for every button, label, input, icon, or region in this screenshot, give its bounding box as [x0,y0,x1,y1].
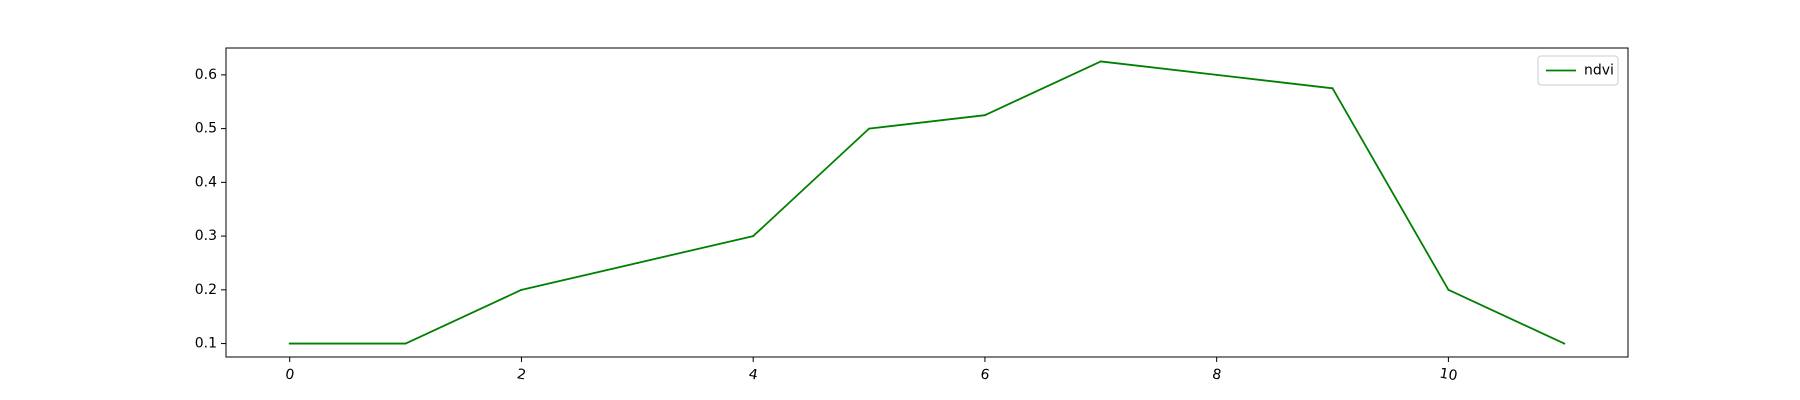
data-point [752,235,754,237]
data-point [1100,60,1102,62]
y-tick-label: 0.3 [195,228,217,244]
y-tick-label: 0.1 [195,336,217,352]
legend: ndvi [1538,56,1618,85]
data-point [520,289,522,291]
data-point [289,343,291,345]
legend-label: ndvi [1584,63,1614,79]
y-tick-label: 0.4 [195,174,217,190]
data-point [405,343,407,345]
data-point [636,262,638,264]
data-point [1332,87,1334,89]
data-point [1447,289,1449,291]
data-point [868,128,870,130]
y-tick-label: 0.2 [195,282,217,298]
data-point [1216,74,1218,76]
data-point [984,114,986,116]
y-tick-label: 0.5 [195,121,217,137]
data-point [1563,343,1565,345]
y-tick-label: 0.6 [195,67,217,83]
x-tick-label: 10 [1438,366,1458,385]
